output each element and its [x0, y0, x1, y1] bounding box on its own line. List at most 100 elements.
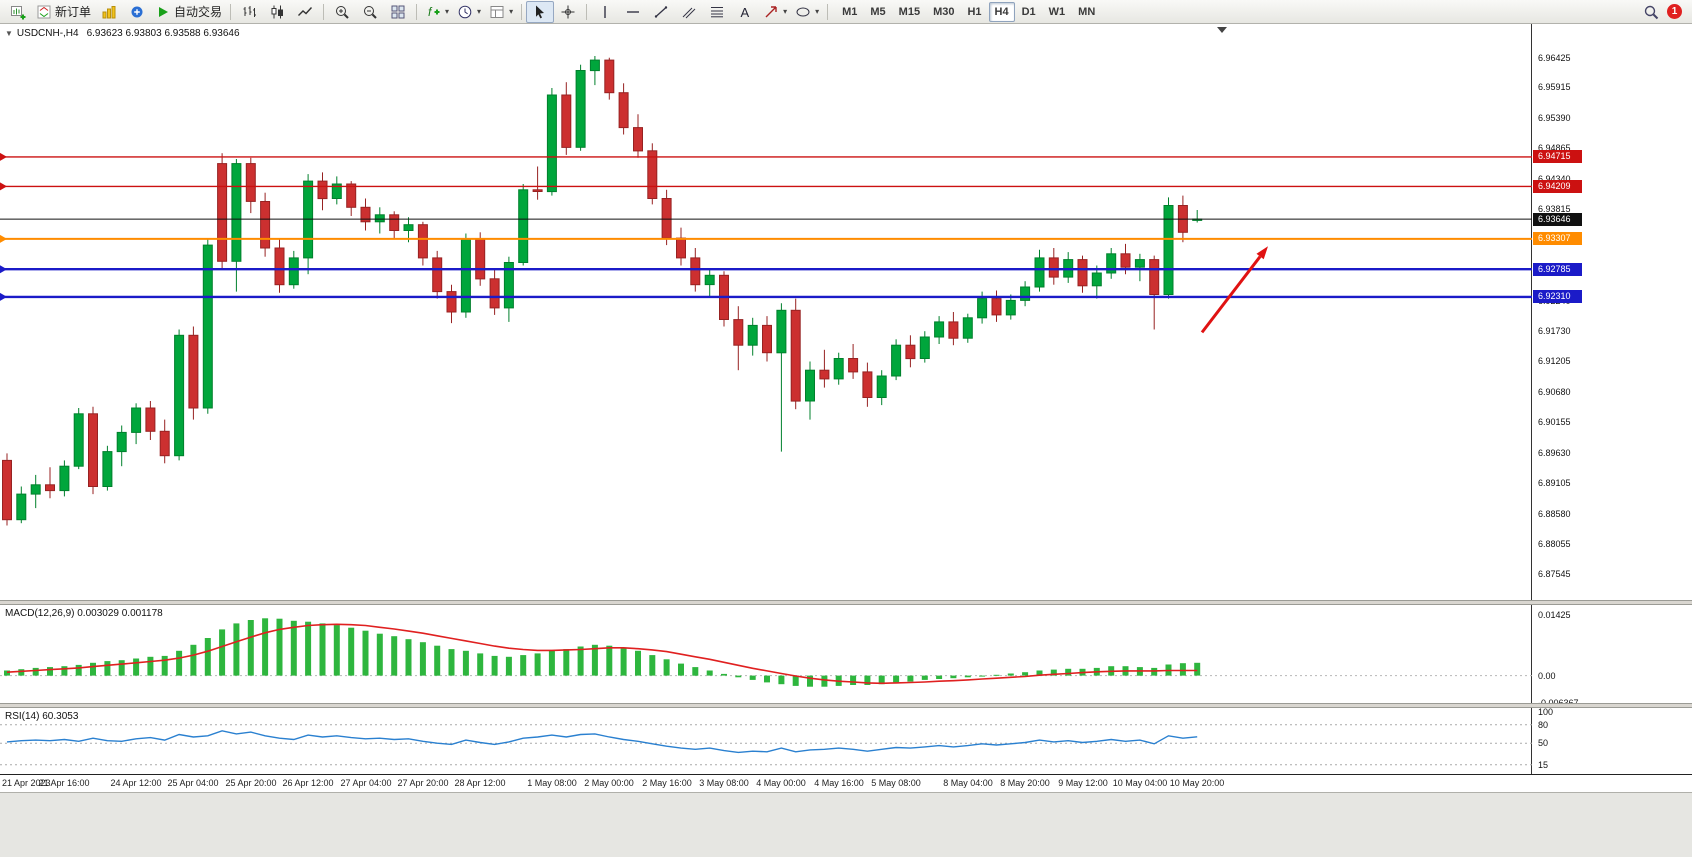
horizontal-line-button[interactable]	[619, 1, 647, 23]
chart-plot-area[interactable]	[0, 24, 1532, 792]
dropdown-caret[interactable]: ▾	[509, 7, 514, 16]
price-axis-label: 6.91205	[1538, 356, 1571, 367]
trend-arrow-annotation[interactable]	[1200, 246, 1268, 334]
refresh-icon	[131, 6, 143, 17]
rsi-level-lines	[0, 724, 1532, 766]
zoom-in-button[interactable]	[328, 1, 356, 23]
horizontal-line-icon	[627, 10, 640, 13]
new-chart-button[interactable]	[4, 1, 32, 23]
time-axis-label: 24 Apr 12:00	[110, 778, 162, 788]
text-button[interactable]: A	[731, 1, 759, 23]
line-chart-button[interactable]	[291, 1, 319, 23]
notification-badge[interactable]: 1	[1667, 4, 1682, 19]
time-axis-label: 21 Apr 2023	[2, 778, 51, 788]
candles-series	[2, 56, 1203, 526]
arrow-tool-icon	[765, 5, 777, 17]
timeframe-group: M1 M5 M15 M30 H1 H4 D1 W1 MN	[836, 1, 1101, 22]
bars-chart-icon	[243, 5, 257, 17]
toolbar-separator	[416, 3, 418, 20]
price-axis-label: 6.95390	[1538, 112, 1571, 123]
price-axis-label: 6.90155	[1538, 417, 1571, 428]
new-order-button[interactable]: 新订单	[32, 1, 95, 23]
price-axis-label: 6.89630	[1538, 447, 1571, 458]
macd-signal-line	[6, 623, 1198, 685]
charts-icon	[102, 5, 116, 18]
timeframe-button-w1[interactable]: W1	[1048, 5, 1066, 18]
macd-indicator-label: MACD(12,26,9) 0.003029 0.001178	[5, 608, 163, 619]
zoom-out-button[interactable]	[356, 1, 384, 23]
cursor-button[interactable]	[526, 0, 555, 23]
time-axis-label: 26 Apr 12:00	[282, 778, 334, 788]
search-icon[interactable]	[1643, 4, 1659, 20]
price-axis[interactable]: 6.96425 6.95915 6.95390 6.94865 6.94340 6.938…	[1533, 24, 1692, 792]
timeframe-button-mn[interactable]: MN	[1078, 5, 1096, 18]
timeframe-button-m30[interactable]: M30	[933, 5, 955, 18]
charts-button[interactable]	[95, 1, 123, 23]
indicators-icon: f	[428, 5, 440, 19]
crosshair-button[interactable]	[554, 1, 582, 23]
dropdown-caret[interactable]: ▾	[445, 7, 450, 16]
zoom-out-icon	[364, 5, 377, 19]
fibonacci-button[interactable]	[703, 1, 731, 23]
pane-splitter[interactable]	[0, 600, 1692, 605]
time-axis-label: 2 May 16:00	[642, 778, 692, 788]
tile-windows-button[interactable]	[384, 1, 412, 23]
price-axis-label: 6.94865	[1538, 143, 1571, 154]
rsi-pane[interactable]	[0, 708, 1532, 774]
toolbar-separator	[827, 3, 829, 20]
time-axis-label: 21 Apr 16:00	[38, 778, 90, 788]
arrow-tool-button[interactable]: ▾	[759, 1, 791, 23]
dropdown-caret[interactable]: ▾	[815, 7, 820, 16]
time-axis-label: 25 Apr 20:00	[225, 778, 277, 788]
vertical-line-button[interactable]	[591, 1, 619, 23]
ohlc-values: 6.93623 6.93803 6.93588 6.93646	[86, 28, 240, 39]
text-icon: A	[741, 5, 750, 20]
pane-splitter[interactable]	[0, 703, 1692, 708]
time-axis-label: 8 May 04:00	[943, 778, 993, 788]
autotrading-button[interactable]: 自动交易	[151, 1, 226, 23]
cursor-icon	[536, 5, 545, 18]
channel-button[interactable]	[675, 1, 703, 23]
refresh-button[interactable]	[123, 1, 151, 23]
autotrading-label: 自动交易	[174, 5, 223, 19]
indicators-button[interactable]: f ▾	[421, 1, 453, 23]
chart-shift-marker[interactable]	[1217, 27, 1227, 33]
time-axis-label: 5 May 08:00	[871, 778, 921, 788]
templates-button[interactable]: ▾	[485, 1, 517, 23]
chart-title: ▼ USDCNH-,H4 6.93623 6.93803 6.93588 6.936…	[5, 28, 240, 39]
rsi-line	[6, 730, 1198, 754]
price-axis-label: 6.95915	[1538, 82, 1571, 93]
bars-chart-button[interactable]	[235, 1, 263, 23]
timeframe-button-m5[interactable]: M5	[870, 5, 886, 18]
timeframe-button-h1[interactable]: H1	[967, 5, 982, 18]
zoom-in-icon	[336, 5, 349, 19]
line-chart-icon	[298, 6, 313, 16]
shapes-button[interactable]: ▾	[791, 1, 823, 23]
toolbar-separator	[586, 3, 588, 20]
dropdown-caret[interactable]: ▾	[477, 7, 482, 16]
time-axis[interactable]: 21 Apr 2023 21 Apr 16:00 24 Apr 12:00 25 Ap…	[0, 774, 1692, 792]
hline-price-tag: 6.94715	[1533, 150, 1582, 164]
time-axis-label: 28 Apr 12:00	[454, 778, 506, 788]
time-axis-label: 27 Apr 04:00	[340, 778, 392, 788]
trendline-button[interactable]	[647, 1, 675, 23]
timeframe-button-d1[interactable]: D1	[1021, 5, 1036, 18]
timeframe-button-m15[interactable]: M15	[898, 5, 921, 18]
tile-windows-icon	[391, 5, 405, 18]
macd-pane[interactable]	[0, 605, 1532, 703]
collapse-icon[interactable]: ▼	[5, 29, 13, 38]
shapes-icon	[796, 7, 810, 16]
dropdown-caret[interactable]: ▾	[783, 7, 788, 16]
timeframe-button-m1[interactable]: M1	[842, 5, 858, 18]
toolbar-separator	[230, 3, 232, 20]
candlestick-chart-icon	[271, 5, 284, 18]
timeframe-button-h4[interactable]: H4	[988, 1, 1015, 22]
price-pane[interactable]	[0, 24, 1532, 600]
candlestick-chart-button[interactable]	[263, 1, 291, 23]
horizontal-lines[interactable]	[0, 152, 1532, 301]
time-axis-label: 25 Apr 04:00	[167, 778, 219, 788]
periods-button[interactable]: ▾	[453, 1, 485, 23]
rsi-axis-label: 50	[1538, 738, 1549, 749]
time-axis-label: 2 May 00:00	[584, 778, 634, 788]
